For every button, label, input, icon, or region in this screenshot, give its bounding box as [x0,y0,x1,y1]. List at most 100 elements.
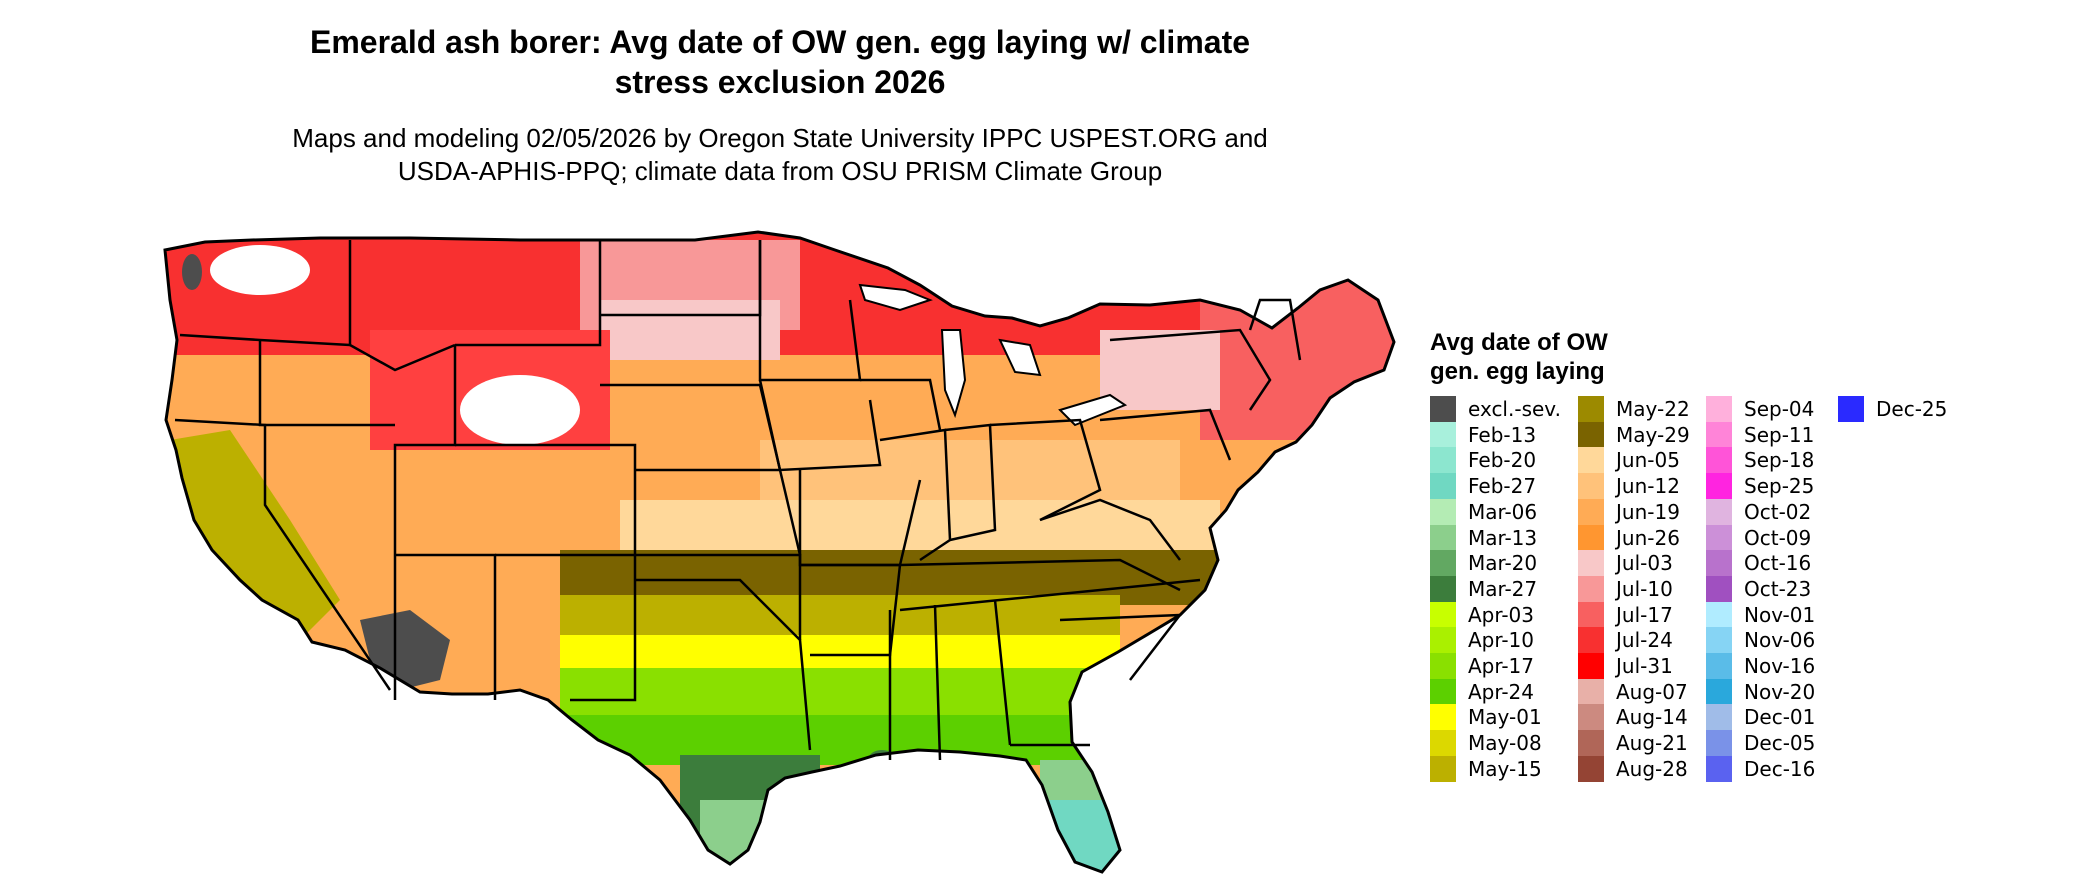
boundary-nm-tx [495,553,637,702]
legend-item: Apr-03 [1430,601,1534,628]
boundary-wv-va [1039,498,1181,561]
legend-item: Apr-10 [1430,627,1534,654]
legend-item: Nov-16 [1706,653,1815,679]
map-subtitle: Maps and modeling 02/05/2026 by Oregon S… [200,122,1360,188]
legend-label: Oct-23 [1744,576,1812,601]
legend-swatch [1430,627,1456,654]
legend-swatch [1578,730,1604,757]
lake-superior [858,283,933,312]
legend-item: Oct-23 [1706,575,1812,602]
legend-swatch [1706,601,1732,628]
legend-item: Nov-20 [1706,678,1816,705]
legend-swatch [1578,755,1604,782]
legend-label: Oct-02 [1744,499,1812,524]
boundary-id [258,340,395,427]
legend-item: Mar-06 [1430,498,1537,525]
legend-swatch [1706,704,1732,731]
legend-item: Oct-02 [1706,498,1812,525]
legend-swatch [1706,575,1732,602]
legend-item: Jul-03 [1578,550,1673,577]
map-subtitle-line1: Maps and modeling 02/05/2026 by Oregon S… [292,123,1268,153]
zone-mar13 [700,800,820,872]
legend-label: Nov-20 [1744,679,1816,704]
boundary-ia [758,379,882,472]
legend-label: Apr-17 [1468,654,1534,678]
legend-label: Sep-18 [1744,448,1815,473]
legend-title: Avg date of OW gen. egg laying [1430,328,1608,386]
legend-swatch [1430,550,1456,577]
boundary-tn-south [899,578,1201,612]
legend-label: May-08 [1468,731,1542,756]
zone-jun05 [620,500,1220,555]
zone-excluded-north [210,245,310,295]
boundary-co [455,443,637,555]
legend-swatch [1430,498,1456,525]
legend-label: Sep-04 [1744,397,1815,421]
zone-may01 [560,635,1120,670]
legend-item: Mar-20 [1430,550,1538,577]
legend-item: May-01 [1430,704,1542,731]
legend-swatch [1430,396,1456,422]
legend-swatch [1706,473,1732,500]
legend-swatch [1706,755,1732,782]
boundary-wi [860,378,942,431]
legend-item: Nov-06 [1706,627,1816,654]
legend-item: Sep-04 [1706,396,1814,422]
legend-swatch [1430,678,1456,705]
legend-item: Jun-05 [1578,447,1680,474]
legend-item: Sep-25 [1706,473,1814,500]
map-subtitle-line2: USDA-APHIS-PPQ; climate data from OSU PR… [397,156,1163,186]
boundary-wy-ut [393,345,457,700]
boundary-ny [1109,328,1272,411]
legend-item: Dec-16 [1706,755,1815,782]
legend-item: Aug-07 [1578,678,1688,705]
legend-item: Nov-01 [1706,601,1815,628]
legend-item: Apr-24 [1430,678,1534,705]
legend-swatch [1430,447,1456,474]
legend-item: Jun-26 [1578,524,1680,551]
legend-swatch [1706,653,1732,679]
legend-item: May-22 [1578,396,1690,422]
legend-label: Aug-28 [1616,756,1688,781]
legend-label: Feb-27 [1468,474,1537,499]
legend-label: Apr-10 [1468,628,1534,653]
legend-swatch [1706,524,1732,551]
legend-swatch [1430,421,1456,448]
legend-swatch [1430,704,1456,731]
legend-swatch [1706,730,1732,757]
legend-swatch [1706,550,1732,577]
legend-label: Nov-06 [1744,628,1816,653]
us-map [163,230,1396,874]
legend-swatch [1430,473,1456,500]
legend-swatch [1578,396,1604,422]
boundary-sc [1059,613,1183,681]
map-title-line1: Emerald ash borer: Avg date of OW gen. e… [309,24,1251,60]
legend-label: May-29 [1616,422,1690,447]
legend-item: Mar-27 [1430,575,1537,602]
boundary-in [944,423,997,542]
legend-item: Dec-01 [1706,704,1815,731]
legend-swatch [1706,498,1732,525]
legend-item: Dec-25 [1838,396,1947,422]
legend-label: May-15 [1468,756,1542,781]
boundary-oh [989,418,1102,522]
legend-item: Aug-14 [1578,704,1688,731]
legend-label: Mar-20 [1468,551,1538,576]
legend-label: Jun-12 [1616,474,1680,499]
boundary-pa [1099,408,1232,461]
legend-label: excl.-sev. [1468,397,1561,421]
zone-excluded-mountains [460,375,580,445]
legend-label: Jul-17 [1616,602,1673,627]
legend-item: Jul-31 [1578,653,1673,679]
legend-label: May-01 [1468,705,1542,730]
legend-swatch [1578,550,1604,577]
legend-swatch [1706,396,1732,422]
boundary-tx-ok [635,578,812,751]
legend-swatch [1578,653,1604,679]
boundary-mt-id [348,240,456,372]
legend-item: Apr-17 [1430,653,1534,679]
legend-swatch [1838,396,1864,422]
legend-item: Jul-24 [1578,627,1673,654]
legend-label: Apr-24 [1468,679,1534,704]
legend-item: Feb-27 [1430,473,1537,500]
